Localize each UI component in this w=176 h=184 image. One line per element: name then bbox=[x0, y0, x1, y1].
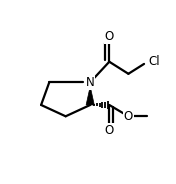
Text: Cl: Cl bbox=[149, 55, 161, 68]
Text: N: N bbox=[86, 76, 95, 89]
Text: O: O bbox=[124, 110, 133, 123]
Polygon shape bbox=[86, 86, 94, 105]
Text: O: O bbox=[105, 124, 114, 137]
Text: O: O bbox=[105, 30, 114, 43]
Text: Cl: Cl bbox=[147, 55, 159, 68]
